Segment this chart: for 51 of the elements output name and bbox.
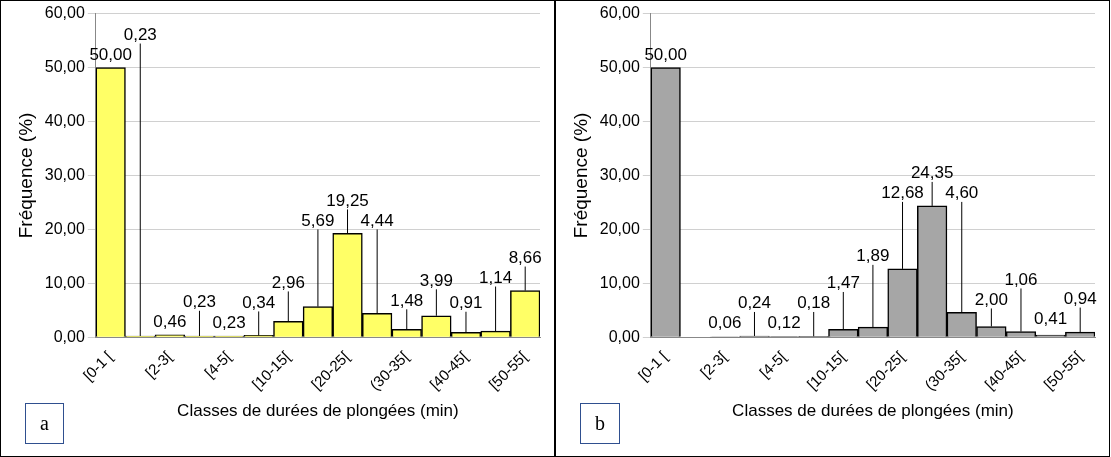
data-label: 0,41: [1034, 308, 1068, 328]
y-tick-label: 50,00: [44, 57, 85, 75]
data-label: 12,68: [881, 183, 924, 203]
y-tick-label: 20,00: [599, 219, 640, 237]
data-label: 0,24: [737, 293, 772, 313]
data-label: 24,35: [910, 163, 954, 183]
y-tick-label: 0,00: [53, 327, 85, 345]
x-axis-title: Classes de durées de plongées (min): [732, 401, 1014, 421]
y-tick-label: 10,00: [44, 273, 85, 291]
data-label: 50,00: [89, 44, 132, 64]
data-label: 5,69: [301, 210, 335, 230]
y-tick-label: 60,00: [44, 4, 85, 22]
y-tick-label: 40,00: [44, 111, 85, 129]
data-label: 3,99: [419, 270, 453, 290]
data-label: 0,23: [212, 312, 246, 332]
y-axis-title: Fréquence (%): [14, 112, 36, 239]
y-tick-label: 60,00: [599, 4, 640, 22]
data-label: 0,46: [153, 311, 187, 331]
text: a: [25, 403, 64, 444]
y-axis-title: Fréquence (%): [569, 112, 591, 239]
data-label: 4,44: [360, 210, 394, 230]
data-label: 19,25: [326, 190, 369, 210]
data-label: 0,23: [123, 24, 157, 44]
data-label: 0,91: [449, 292, 483, 312]
data-label: 4,60: [945, 183, 979, 203]
data-label: 2,00: [974, 289, 1008, 309]
data-label: 0,06: [708, 313, 742, 333]
y-tick-label: 50,00: [599, 57, 640, 75]
data-label: 1,89: [856, 246, 890, 266]
y-tick-label: 0,00: [608, 327, 640, 345]
data-label: 0,34: [242, 292, 276, 312]
data-label: 50,00: [644, 44, 687, 64]
y-tick-label: 10,00: [599, 273, 640, 291]
text: b: [580, 403, 620, 444]
data-label: 1,14: [479, 267, 513, 287]
x-tick-label: [0-1 [: [79, 347, 117, 384]
x-axis-title: Classes de durées de plongées (min): [177, 401, 459, 421]
data-label: 8,66: [508, 247, 542, 267]
data-label: 1,47: [826, 273, 860, 293]
y-tick-label: 30,00: [599, 165, 640, 183]
data-label: 1,48: [390, 290, 424, 310]
data-label: 2,96: [271, 272, 305, 292]
data-label: 1,06: [1004, 269, 1038, 289]
data-label: 0,94: [1063, 288, 1097, 308]
y-tick-label: 20,00: [44, 219, 85, 237]
data-label: 0,23: [182, 291, 217, 311]
x-tick-label: [0-1 [: [634, 347, 672, 384]
data-label: 0,12: [767, 313, 801, 333]
data-label: 0,18: [797, 293, 831, 313]
y-tick-label: 40,00: [599, 111, 640, 129]
y-tick-label: 30,00: [44, 165, 85, 183]
